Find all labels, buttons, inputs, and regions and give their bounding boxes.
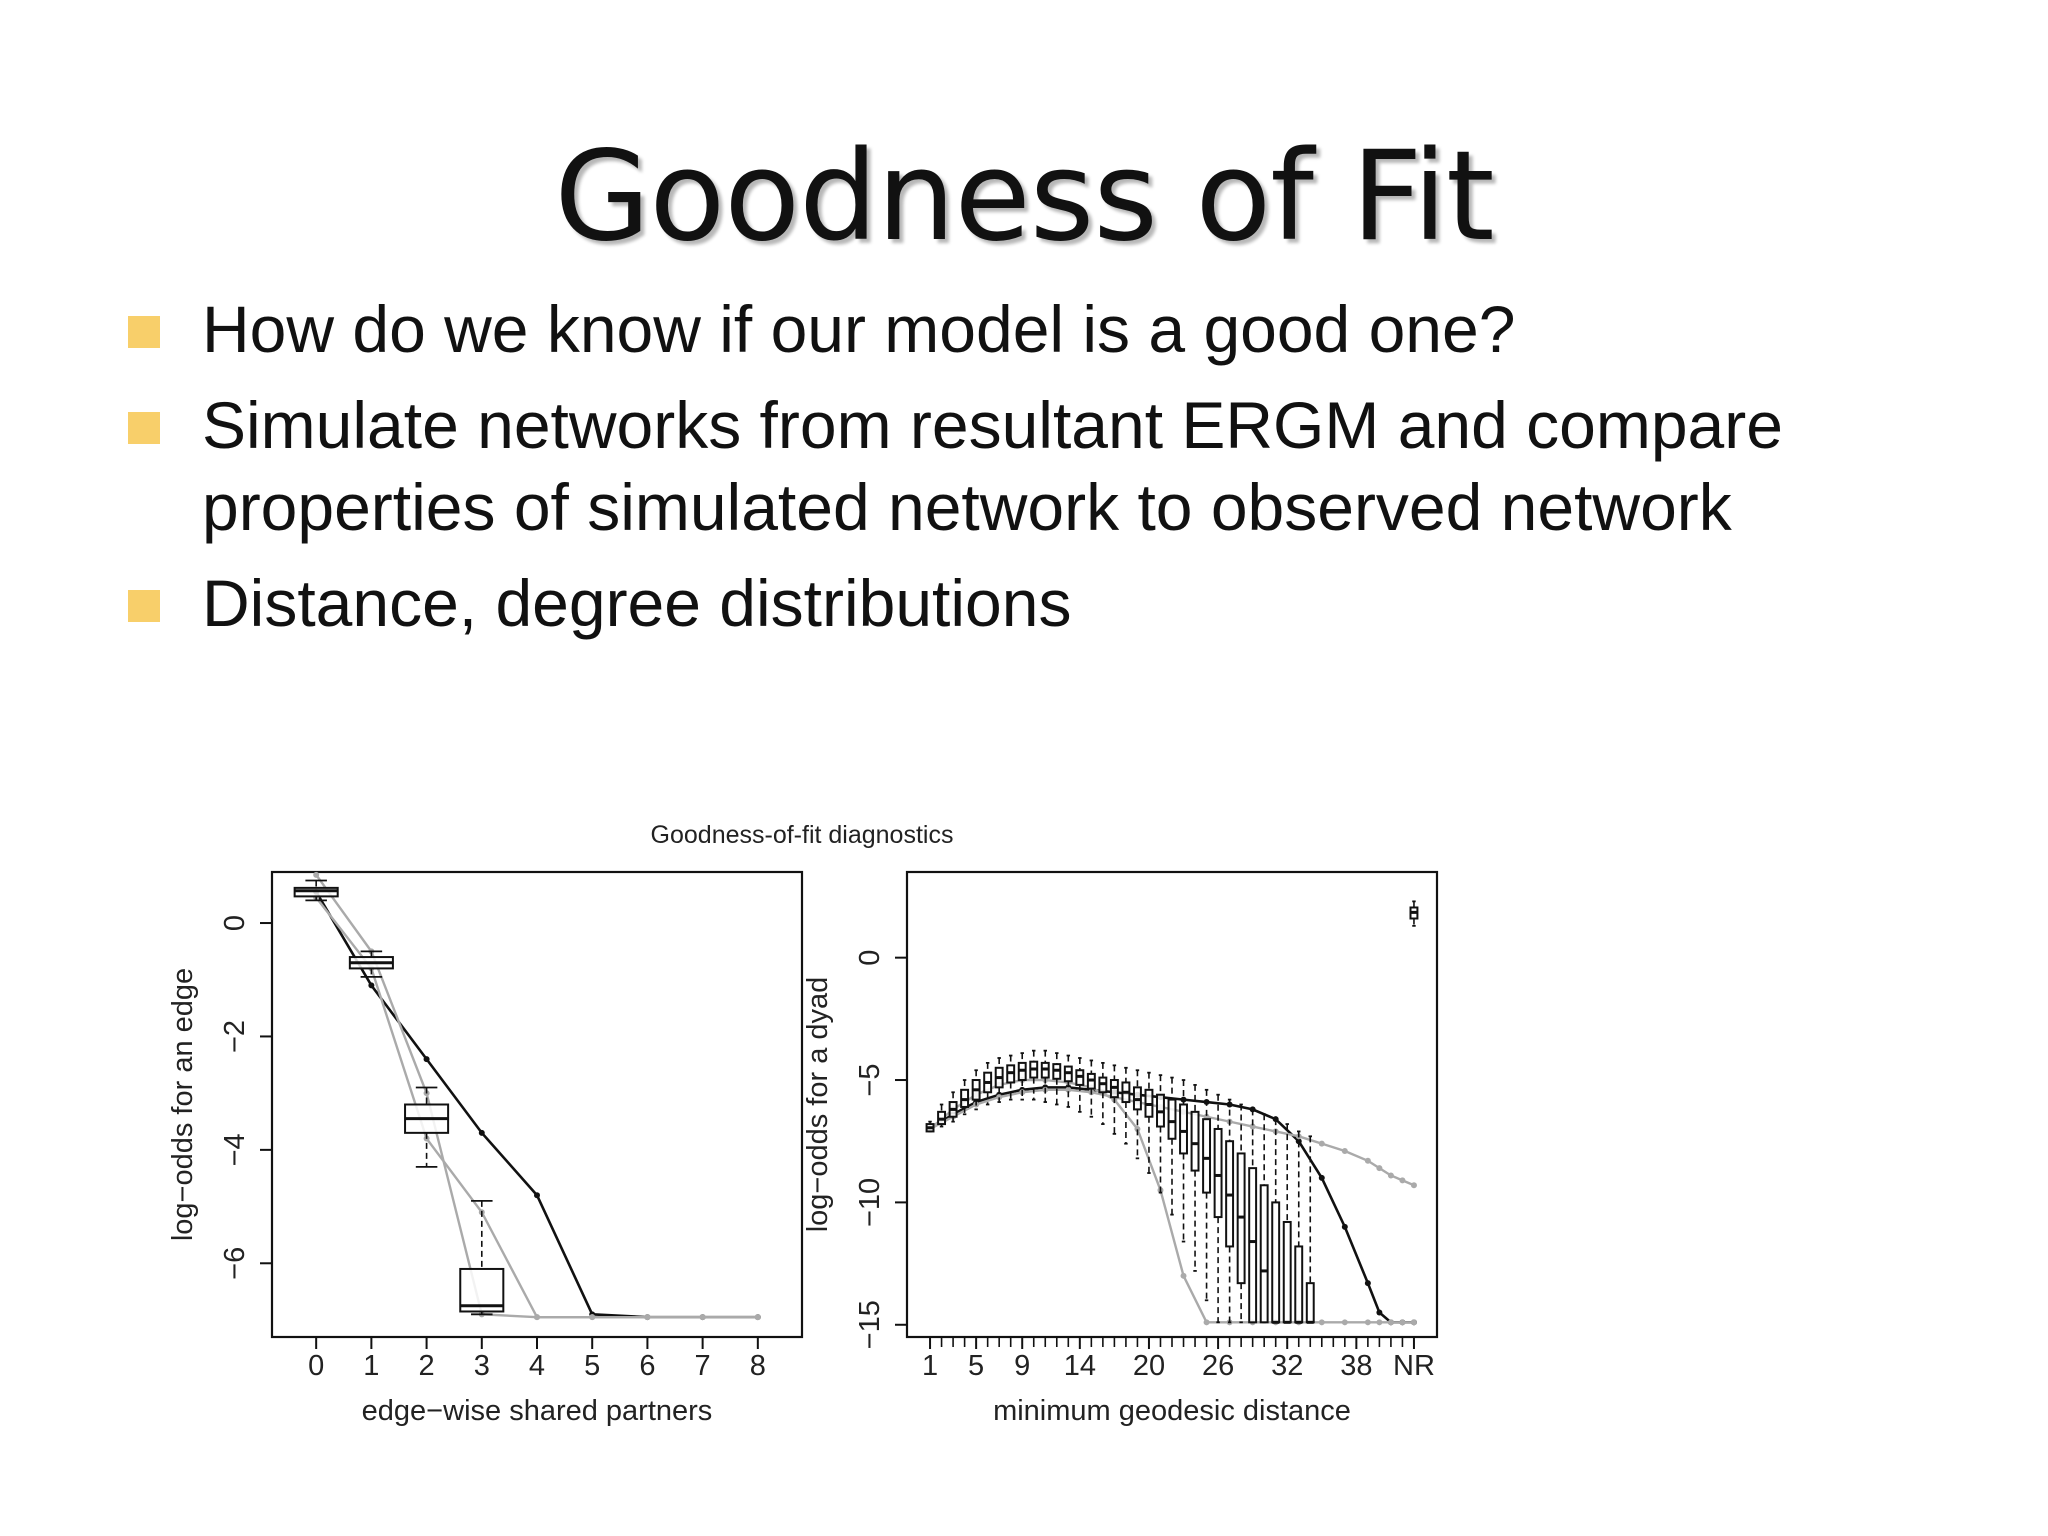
x-tick-label: 20 bbox=[1133, 1350, 1165, 1382]
series-line bbox=[315, 874, 758, 1319]
x-tick-label: 4 bbox=[529, 1350, 545, 1382]
geodesic-panel: 1 5 9 14 20 26 32 38 NR 0 −5 −10 −15 minimum geodesic… bbox=[802, 870, 1439, 1427]
series-point bbox=[1341, 1148, 1348, 1154]
x-tick-label: 14 bbox=[1064, 1350, 1096, 1382]
x-tick-label: NR bbox=[1393, 1350, 1435, 1382]
bullet-text: Simulate networks from resultant ERGM an… bbox=[202, 388, 1783, 544]
y-axis-label: log−odds for a dyad bbox=[802, 977, 834, 1233]
y-tick-label: −4 bbox=[219, 1133, 251, 1166]
series-point bbox=[1134, 1125, 1141, 1132]
series-point bbox=[1376, 1319, 1383, 1326]
box bbox=[1259, 1184, 1269, 1324]
series-point bbox=[368, 982, 375, 989]
series-point bbox=[534, 1192, 540, 1199]
y-tick-label: 0 bbox=[219, 915, 251, 931]
box bbox=[1190, 1110, 1200, 1172]
y-tick-label: 0 bbox=[854, 950, 886, 966]
series-point bbox=[1065, 1086, 1072, 1093]
x-tick-label: 6 bbox=[639, 1350, 655, 1382]
box bbox=[1294, 1245, 1304, 1324]
series-point bbox=[1364, 1157, 1371, 1164]
series-point bbox=[1399, 1319, 1406, 1326]
series-point bbox=[1180, 1272, 1187, 1279]
series-point bbox=[996, 1094, 1003, 1101]
box bbox=[1305, 1282, 1315, 1324]
y-tick-label: −10 bbox=[854, 1178, 886, 1227]
box bbox=[1248, 1167, 1258, 1324]
x-tick-label: 38 bbox=[1340, 1350, 1372, 1382]
bullet-list: How do we know if our model is a good on… bbox=[128, 288, 1828, 658]
series-point bbox=[1376, 1165, 1383, 1172]
box bbox=[1202, 1118, 1212, 1194]
series-point bbox=[1318, 1174, 1325, 1181]
series-point bbox=[1295, 1138, 1302, 1145]
x-tick-label: 1 bbox=[922, 1350, 938, 1382]
series-point bbox=[754, 1314, 761, 1321]
series-point bbox=[1376, 1309, 1383, 1316]
bullet-text: How do we know if our model is a good on… bbox=[202, 292, 1516, 366]
y-tick-label: −2 bbox=[219, 1020, 251, 1053]
y-axis-label: log−odds for an edge bbox=[167, 968, 199, 1241]
series-point bbox=[1249, 1123, 1256, 1130]
series-point bbox=[1341, 1319, 1348, 1326]
esp-panel: 0 1 2 3 4 5 6 7 8 0 −2 −4 −6 edge−wise shared partner… bbox=[167, 870, 804, 1427]
bullet-item: Simulate networks from resultant ERGM an… bbox=[128, 384, 1828, 548]
bullet-square-icon bbox=[128, 316, 160, 348]
x-tick-label: 5 bbox=[968, 1350, 984, 1382]
x-tick-label: 32 bbox=[1271, 1350, 1303, 1382]
series-point bbox=[699, 1314, 706, 1321]
box bbox=[1271, 1201, 1281, 1324]
y-tick-label: −5 bbox=[854, 1063, 886, 1096]
series-point bbox=[1387, 1319, 1394, 1326]
series-point bbox=[589, 1314, 596, 1321]
series-point bbox=[644, 1314, 651, 1321]
bullet-square-icon bbox=[128, 412, 160, 444]
x-axis-label: minimum geodesic distance bbox=[993, 1395, 1351, 1427]
y-tick-label: −6 bbox=[219, 1247, 251, 1280]
bullet-item: Distance, degree distributions bbox=[128, 562, 1828, 644]
series-line bbox=[315, 891, 758, 1319]
x-tick-label: 2 bbox=[419, 1350, 435, 1382]
gof-figure: Goodness-of-fit diagnostics 0 1 2 3 4 5 6 7 8 0 −2… bbox=[167, 821, 1439, 1427]
x-tick-label: 3 bbox=[474, 1350, 490, 1382]
x-tick-label: 8 bbox=[750, 1350, 766, 1382]
bullet-square-icon bbox=[128, 590, 160, 622]
box bbox=[1282, 1220, 1292, 1324]
x-tick-label: 26 bbox=[1202, 1350, 1234, 1382]
figure-title: Goodness-of-fit diagnostics bbox=[651, 821, 954, 849]
series-point bbox=[1410, 1319, 1417, 1326]
box bbox=[1179, 1103, 1188, 1155]
x-tick-label: 0 bbox=[308, 1350, 324, 1382]
series-point bbox=[1364, 1280, 1371, 1287]
x-tick-label: 9 bbox=[1014, 1350, 1030, 1382]
bullet-text: Distance, degree distributions bbox=[202, 566, 1072, 640]
bullet-item: How do we know if our model is a good on… bbox=[128, 288, 1828, 370]
series-point bbox=[478, 1129, 485, 1136]
series-point bbox=[1180, 1096, 1187, 1103]
series-point bbox=[1364, 1319, 1371, 1326]
series-point bbox=[313, 871, 320, 878]
series-point bbox=[1399, 1177, 1406, 1184]
series-point bbox=[1318, 1319, 1325, 1326]
slide-title: Goodness of Fit bbox=[554, 125, 1494, 269]
x-tick-label: 5 bbox=[584, 1350, 600, 1382]
series-point bbox=[534, 1314, 540, 1321]
series-point bbox=[1410, 1182, 1417, 1189]
series-point bbox=[1387, 1172, 1394, 1179]
x-axis-label: edge−wise shared partners bbox=[362, 1395, 713, 1427]
series-point bbox=[423, 1056, 430, 1063]
x-tick-label: 1 bbox=[363, 1350, 379, 1382]
box bbox=[1213, 1127, 1223, 1219]
y-tick-label: −15 bbox=[854, 1300, 886, 1349]
series-point bbox=[1203, 1319, 1210, 1326]
x-tick-label: 7 bbox=[695, 1350, 711, 1382]
box bbox=[1167, 1098, 1177, 1140]
series-point bbox=[1341, 1223, 1348, 1230]
series-point bbox=[1318, 1140, 1325, 1147]
